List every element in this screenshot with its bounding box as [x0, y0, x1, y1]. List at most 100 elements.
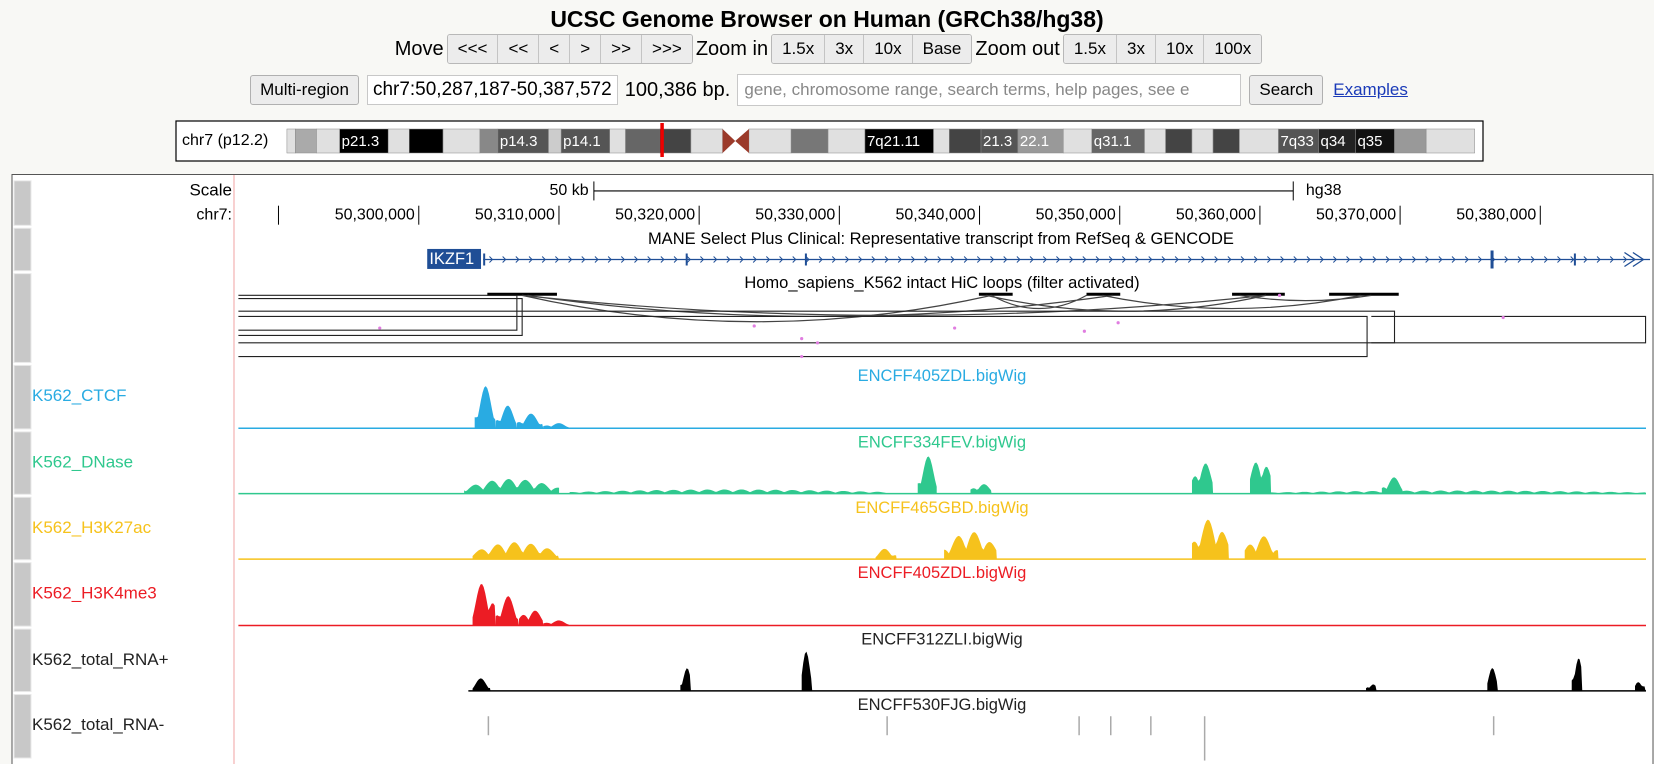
- examples-link[interactable]: Examples: [1333, 80, 1408, 99]
- ruler-tick-label: 50,330,000: [755, 206, 835, 223]
- gene-exon: [1573, 253, 1576, 266]
- chromosome-band: [1212, 128, 1240, 154]
- move-button[interactable]: >>>: [641, 35, 692, 63]
- chromosome-band: [479, 128, 499, 154]
- track-handle: [13, 227, 32, 272]
- move-button[interactable]: <<<: [447, 35, 498, 63]
- track-file: ENCFF465GBD.bigWig: [855, 499, 1028, 517]
- ruler-tick-label: 50,300,000: [335, 206, 415, 223]
- chromosome-band: [748, 128, 792, 154]
- chromosome-band: [1318, 128, 1356, 154]
- hic-loop-bracket: [1371, 315, 1647, 344]
- track-handle: [13, 180, 32, 226]
- track-name: K562_total_RNA+: [32, 650, 169, 669]
- track-file: ENCFF405ZDL.bigWig: [858, 367, 1027, 385]
- track-handle: [13, 694, 32, 759]
- hic-dot: [800, 337, 804, 341]
- hic-dot: [1116, 321, 1120, 325]
- hic-dot: [752, 324, 756, 328]
- chromosome-band: [339, 128, 389, 154]
- hic-dot: [800, 354, 804, 359]
- chromosome-band: [1165, 128, 1193, 154]
- ideogram[interactable]: chr7 (p12.2) p21.3 p14.3 p14.1 7q21.11 21.3 2…: [0, 118, 1654, 168]
- band-label: q35: [1357, 133, 1382, 150]
- browser-tracks[interactable]: Scale 50 kb hg38 chr7: 50,300,000 50,310,000 5…: [0, 174, 1654, 764]
- move-button[interactable]: <: [538, 35, 570, 63]
- hic-dot: [1501, 315, 1505, 320]
- zoom-out-button[interactable]: 10x: [1154, 35, 1204, 63]
- track-file: ENCFF530FJG.bigWig: [858, 696, 1027, 714]
- move-button[interactable]: >: [569, 35, 601, 63]
- track-handle: [13, 562, 32, 627]
- hic-track-title: Homo_sapiens_K562 intact HiC loops (filt…: [744, 274, 1139, 292]
- gene-exon: [1490, 250, 1494, 269]
- chromosome-band: [286, 128, 296, 154]
- page-title: UCSC Genome Browser on Human (GRCh38/hg3…: [550, 6, 1104, 32]
- zoom-out-buttons: 1.5x 3x 10x 100x: [1062, 34, 1263, 64]
- zoom-in-button[interactable]: Base: [911, 35, 972, 63]
- track-file: ENCFF334FEV.bigWig: [858, 433, 1026, 451]
- zoom-in-button[interactable]: 3x: [824, 35, 864, 63]
- band-label: q31.1: [1094, 133, 1132, 150]
- ruler-tick-label: 50,340,000: [895, 206, 975, 223]
- gene-label: IKZF1: [429, 250, 474, 268]
- chromosome-band: [933, 128, 950, 154]
- move-button[interactable]: >>: [600, 35, 642, 63]
- zoom-in-button[interactable]: 10x: [863, 35, 912, 63]
- hic-dot: [1277, 293, 1282, 297]
- band-label: 7q33: [1280, 133, 1313, 150]
- zoom-in-button[interactable]: 1.5x: [772, 35, 825, 63]
- search-input[interactable]: gene, chromosome range, search terms, he…: [737, 74, 1242, 106]
- chromosome-band: [949, 128, 982, 154]
- chromosome-band: [316, 128, 340, 154]
- band-label: 22.1: [1020, 133, 1049, 150]
- track-name: K562_H3K27ac: [32, 518, 152, 537]
- chromosome-band: [609, 128, 626, 154]
- zoom-out-button[interactable]: 1.5x: [1063, 35, 1116, 63]
- position-row: Multi-region chr7:50,287,187-50,387,572 …: [0, 74, 1654, 106]
- ruler-tick-label: 50,310,000: [475, 206, 555, 223]
- zoom-out-button[interactable]: 3x: [1115, 35, 1155, 63]
- hic-dot: [378, 326, 382, 330]
- chromosome-band: [1239, 128, 1279, 154]
- chromosome-band: [1425, 128, 1475, 154]
- region-size: 100,386 bp.: [624, 78, 731, 101]
- scale-label: Scale: [189, 180, 232, 199]
- band-label: 21.3: [983, 133, 1012, 150]
- search-button[interactable]: Search: [1249, 75, 1324, 105]
- position-input[interactable]: chr7:50,287,187-50,387,572: [366, 75, 618, 105]
- band-label: 7q21.11: [867, 133, 920, 150]
- multi-region-button[interactable]: Multi-region: [250, 75, 359, 105]
- chromosome-band: [548, 128, 562, 154]
- gene-strand-arrows: [489, 256, 1628, 263]
- signal-peaks: [472, 584, 570, 626]
- chromosome-band: [295, 128, 317, 154]
- gene-exon: [685, 253, 688, 266]
- hic-loop-bracket: [238, 294, 518, 331]
- chromosome-band: [625, 128, 660, 154]
- navigation-row: Move <<< << < > >> >>> Zoom in 1.5x 3x 10x Base …: [0, 34, 1654, 64]
- scale-bar-label: 50 kb: [549, 182, 588, 199]
- ruler-tick-label: 50,380,000: [1456, 206, 1536, 223]
- track-file: ENCFF312ZLI.bigWig: [861, 631, 1022, 649]
- chromosome-band: [1091, 128, 1145, 154]
- position-marker: [660, 123, 664, 157]
- band-label: p14.3: [500, 133, 538, 150]
- assembly-label: hg38: [1306, 182, 1342, 199]
- chromosome-band: [1394, 128, 1427, 154]
- hic-dot: [815, 341, 820, 345]
- band-label: p21.3: [342, 133, 380, 150]
- chromosome-band: [790, 128, 829, 154]
- gene-end: [1624, 251, 1645, 268]
- zoom-in-label: Zoom in: [695, 37, 769, 60]
- chromosome-band: [497, 128, 549, 154]
- chromosome-band: [690, 128, 723, 154]
- zoom-out-button[interactable]: 100x: [1203, 35, 1262, 63]
- move-button[interactable]: <<: [497, 35, 539, 63]
- gene-exon: [483, 253, 486, 266]
- track-name: K562_H3K4me3: [32, 583, 157, 602]
- track-handle: [13, 273, 32, 363]
- move-buttons: <<< << < > >> >>>: [446, 34, 693, 64]
- chromosome-band: [442, 128, 481, 154]
